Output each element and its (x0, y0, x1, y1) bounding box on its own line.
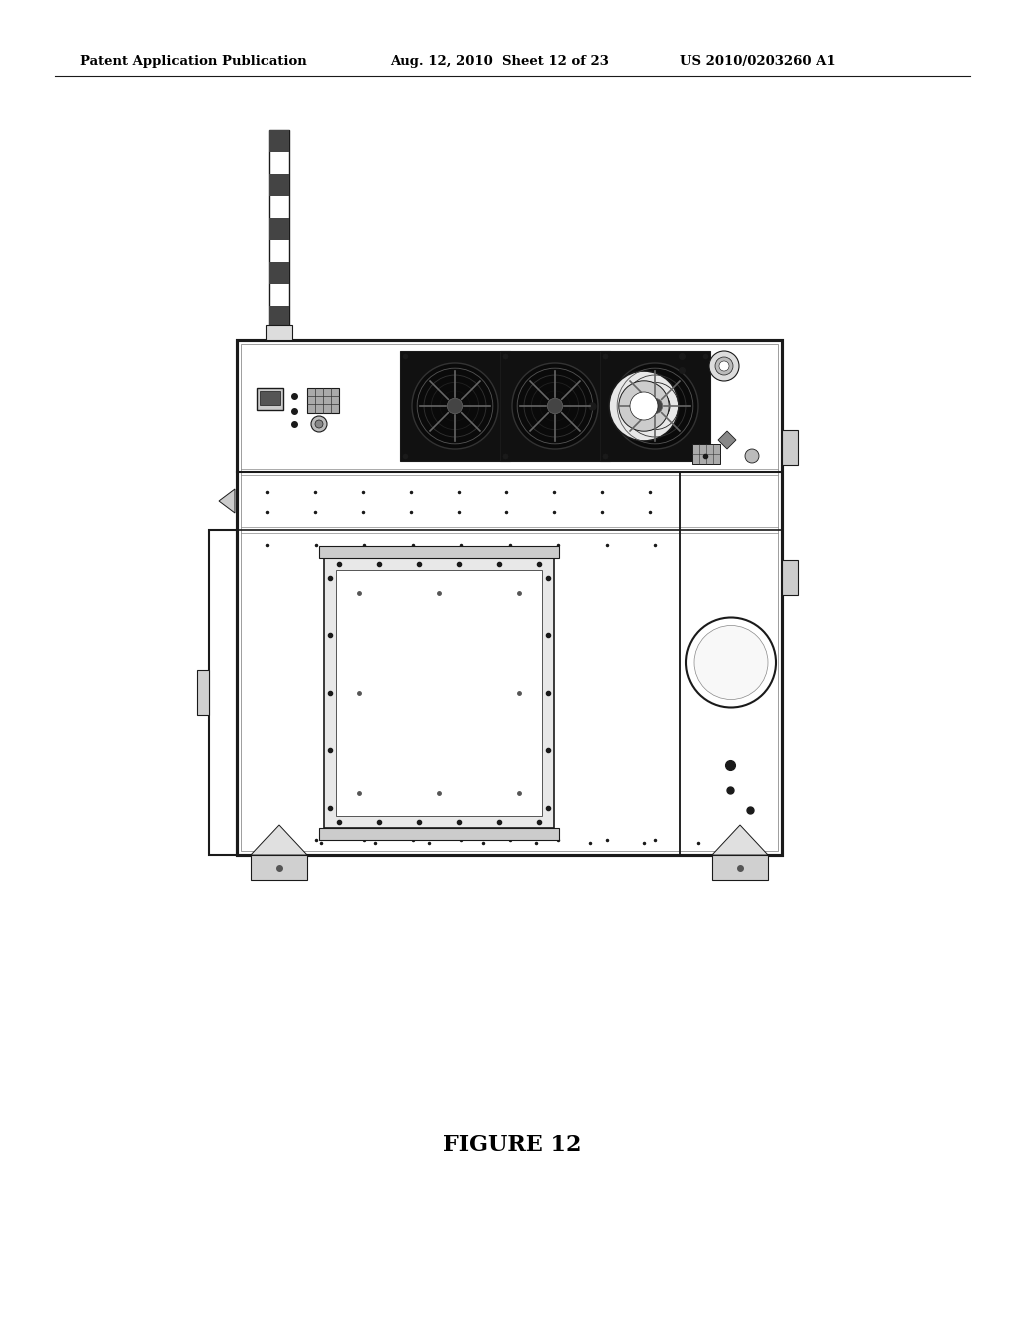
Text: Aug. 12, 2010  Sheet 12 of 23: Aug. 12, 2010 Sheet 12 of 23 (390, 55, 609, 69)
Bar (782, 430, 798, 465)
Bar (318, 545, 558, 557)
Bar (197, 671, 209, 715)
Bar (269, 129, 289, 341)
Bar (266, 325, 292, 341)
Bar (600, 351, 710, 461)
Bar (251, 855, 307, 880)
Bar (400, 351, 510, 461)
Bar (269, 306, 289, 327)
Circle shape (719, 360, 729, 371)
Circle shape (412, 363, 498, 449)
Circle shape (311, 416, 327, 432)
Bar (318, 828, 558, 840)
Circle shape (618, 380, 670, 432)
Bar (336, 569, 542, 816)
Circle shape (630, 392, 658, 420)
Bar (782, 560, 798, 595)
Polygon shape (712, 825, 768, 855)
Text: FIGURE 12: FIGURE 12 (442, 1134, 582, 1156)
Bar (209, 531, 237, 855)
Circle shape (647, 399, 663, 413)
Circle shape (612, 363, 698, 449)
Bar (324, 557, 554, 828)
Bar (269, 261, 289, 284)
Circle shape (715, 356, 733, 375)
Bar (241, 345, 778, 851)
Bar (307, 388, 339, 413)
Text: Patent Application Publication: Patent Application Publication (80, 55, 307, 69)
Bar (692, 444, 720, 465)
Circle shape (709, 351, 739, 381)
Polygon shape (718, 432, 736, 449)
Bar (500, 351, 610, 461)
Bar (269, 218, 289, 240)
Circle shape (694, 626, 768, 700)
Circle shape (447, 399, 463, 413)
Bar (269, 129, 289, 152)
Polygon shape (251, 825, 307, 855)
Circle shape (512, 363, 598, 449)
Bar (260, 391, 280, 405)
Bar (712, 855, 768, 880)
Text: US 2010/0203260 A1: US 2010/0203260 A1 (680, 55, 836, 69)
Circle shape (686, 618, 776, 708)
Circle shape (315, 420, 323, 428)
Circle shape (547, 399, 563, 413)
Circle shape (745, 449, 759, 463)
Bar (269, 174, 289, 195)
Bar (237, 341, 782, 855)
Circle shape (609, 371, 679, 441)
Polygon shape (219, 488, 234, 513)
Bar (257, 388, 283, 411)
